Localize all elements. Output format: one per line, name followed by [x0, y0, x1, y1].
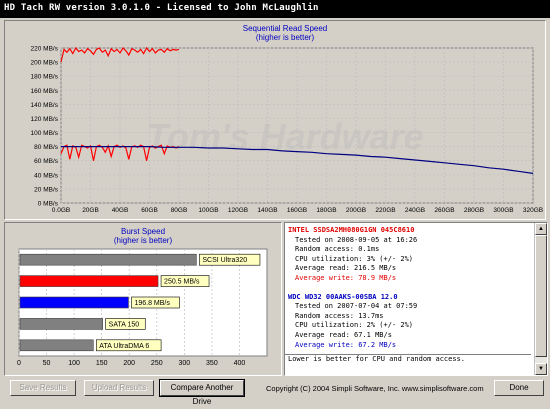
burst-bar-label: SATA 150: [109, 321, 140, 328]
seq-series-line-0: [60, 46, 180, 63]
seq-y-tick-label: 220 MB/s: [31, 46, 59, 53]
scroll-down-icon[interactable]: ▼: [535, 363, 547, 375]
burst-bar-label-box: [95, 339, 162, 352]
seq-x-tick-label: 140GB: [257, 207, 277, 214]
seq-y-tick-label: 160 MB/s: [31, 88, 59, 95]
burst-x-tick-label: 50: [43, 360, 51, 367]
burst-x-tick-label: 200: [123, 360, 135, 367]
seq-y-tick-label: 40 MB/s: [34, 172, 59, 179]
burst-x-tick-label: 250: [151, 360, 163, 367]
drive-info-box[interactable]: INTEL SSDSA2MH080G1GN 045C8610 Tested on…: [284, 222, 548, 376]
average-write-compare: Average write: 67.2 MB/s: [295, 340, 397, 349]
seq-x-tick-label: 0.0GB: [52, 207, 70, 214]
burst-bar: [19, 296, 129, 309]
seq-x-tick-label: 180GB: [316, 207, 336, 214]
burst-chart-subtitle: (higher is better): [114, 236, 173, 245]
random-access-primary: Random access: 0.1ms: [295, 245, 380, 254]
seq-x-tick-label: 120GB: [228, 207, 248, 214]
burst-x-tick-label: 0: [17, 360, 21, 367]
seq-y-tick-label: 120 MB/s: [31, 116, 59, 123]
burst-x-tick-label: 300: [178, 360, 190, 367]
scroll-up-icon[interactable]: ▲: [535, 223, 547, 235]
done-button[interactable]: Done: [494, 380, 544, 396]
save-results-button[interactable]: Save Results: [10, 380, 76, 396]
burst-bar-label-box: [105, 318, 146, 330]
burst-speed-chart: Burst Speed (higher is better) 0 50 100 150…: [17, 227, 268, 367]
burst-x-tick-label: 350: [206, 360, 218, 367]
burst-bar: [19, 318, 103, 330]
window-title: HD Tach RW version 3.0.1.0 - Licensed to…: [4, 3, 319, 13]
seq-x-tick-label: 40GB: [112, 207, 129, 214]
burst-bar-label-box: [199, 253, 261, 266]
seq-x-tick-label: 200GB: [346, 207, 366, 214]
seq-chart-subtitle: (higher is better): [256, 33, 315, 42]
seq-y-tick-label: 0 MB/s: [38, 201, 59, 208]
burst-bar-label: ATA UltraDMA 6: [99, 343, 149, 350]
seq-y-tick-label: 200 MB/s: [31, 60, 59, 67]
seq-y-tick-label: 20 MB/s: [34, 186, 59, 193]
seq-chart-title: Sequential Read Speed: [243, 24, 328, 33]
seq-series-line-1: [60, 144, 180, 161]
seq-y-tick-label: 140 MB/s: [31, 102, 59, 109]
info-note: Lower is better for CPU and random acces…: [288, 355, 466, 364]
seq-x-tick-label: 260GB: [434, 207, 454, 214]
random-access-compare: Random access: 13.7ms: [295, 311, 384, 320]
burst-bar-label: 250.5 MB/s: [164, 279, 200, 286]
seq-y-tick-label: 100 MB/s: [31, 130, 59, 137]
seq-x-tick-label: 160GB: [287, 207, 307, 214]
burst-bar: [19, 253, 197, 266]
burst-bar-label-box: [131, 296, 180, 309]
seq-y-tick-label: 60 MB/s: [34, 158, 59, 165]
seq-y-tick-label: 80 MB/s: [34, 144, 59, 151]
drive-info-text: INTEL SSDSA2MH080G1GN 045C8610 Tested on…: [285, 223, 533, 375]
burst-speed-panel: Burst Speed (higher is better) 0 50 100 150…: [4, 222, 282, 376]
seq-y-tick-label: 180 MB/s: [31, 74, 59, 81]
sequential-read-panel: Sequential Read Speed (higher is better)…: [4, 20, 546, 220]
seq-x-tick-label: 20GB: [82, 207, 99, 214]
info-scrollbar[interactable]: ▲ ▼: [534, 223, 547, 375]
seq-x-tick-label: 80GB: [171, 207, 188, 214]
seq-x-tick-label: 220GB: [375, 207, 395, 214]
sequential-read-chart: Sequential Read Speed (higher is better)…: [31, 24, 544, 214]
average-read-compare: Average read: 67.1 MB/s: [295, 330, 392, 339]
burst-x-tick-label: 150: [96, 360, 108, 367]
burst-bar: [19, 339, 94, 352]
burst-bar-label: 196.8 MB/s: [134, 300, 170, 307]
scroll-thumb[interactable]: [535, 235, 547, 357]
seq-x-tick-label: 300GB: [493, 207, 513, 214]
burst-x-tick-label: 100: [68, 360, 80, 367]
cpu-utilization-primary: CPU utilization: 3% (+/- 2%): [295, 254, 414, 263]
seq-x-tick-label: 280GB: [464, 207, 484, 214]
title-bar: HD Tach RW version 3.0.1.0 - Licensed to…: [0, 0, 550, 18]
compare-another-drive-button[interactable]: Compare Another Drive: [159, 379, 245, 406]
watermark: Tom's Hardware: [146, 116, 423, 157]
burst-bar: [19, 275, 159, 287]
seq-series-line-2: [61, 145, 534, 174]
seq-x-tick-label: 60GB: [141, 207, 158, 214]
average-write-primary: Average write: 78.9 MB/s: [295, 273, 397, 282]
burst-x-tick-label: 400: [234, 360, 246, 367]
burst-chart-title: Burst Speed: [121, 227, 165, 236]
copyright-text: Copyright (C) 2004 Simpli Software, Inc.…: [266, 384, 484, 393]
burst-bar-label-box: [160, 275, 210, 287]
cpu-utilization-compare: CPU utilization: 2% (+/- 2%): [295, 321, 414, 330]
burst-bar-label: SCSI Ultra320: [202, 257, 247, 264]
drive-name-compare: WDC WD32 00AAKS-00SBA 12.0: [288, 292, 398, 301]
drive-name-primary: INTEL SSDSA2MH080G1GN 045C8610: [288, 226, 415, 234]
seq-x-tick-label: 240GB: [405, 207, 425, 214]
upload-results-button[interactable]: Upload Results: [84, 380, 154, 396]
seq-x-tick-label: 320GB: [523, 207, 543, 214]
seq-x-tick-label: 100GB: [198, 207, 218, 214]
average-read-primary: Average read: 216.5 MB/s: [295, 264, 397, 273]
tested-date-compare: Tested on 2007-07-04 at 07:59: [295, 302, 418, 311]
tested-date-primary: Tested on 2008-09-05 at 16:26: [295, 235, 418, 244]
